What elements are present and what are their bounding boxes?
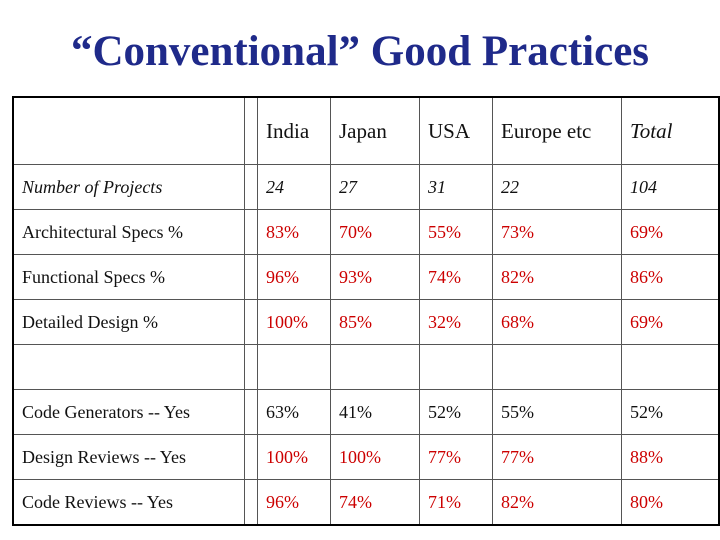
separator-cell (244, 254, 258, 300)
header-corner-cell (12, 96, 245, 165)
table-row: Design Reviews -- Yes 100% 100% 77% 77% … (12, 434, 720, 480)
cell-india: 63% (257, 389, 331, 435)
spacer-cell (12, 344, 245, 390)
cell-europe: 82% (492, 479, 622, 526)
cell-usa: 55% (419, 209, 493, 255)
cell-japan: 100% (330, 434, 420, 480)
cell-total: 104 (621, 164, 720, 210)
cell-japan: 27 (330, 164, 420, 210)
cell-europe: 82% (492, 254, 622, 300)
cell-japan: 70% (330, 209, 420, 255)
table-row: Code Reviews -- Yes 96% 74% 71% 82% 80% (12, 479, 720, 526)
table-header-row: India Japan USA Europe etc Total (12, 96, 720, 165)
cell-europe: 68% (492, 299, 622, 345)
spacer-cell (621, 344, 720, 390)
row-label: Detailed Design % (12, 299, 245, 345)
slide-title: “Conventional” Good Practices (70, 28, 650, 75)
cell-india: 100% (257, 434, 331, 480)
cell-total: 69% (621, 299, 720, 345)
cell-japan: 41% (330, 389, 420, 435)
table-row: Architectural Specs % 83% 70% 55% 73% 69… (12, 209, 720, 255)
header-usa: USA (419, 96, 493, 165)
cell-usa: 32% (419, 299, 493, 345)
cell-usa: 74% (419, 254, 493, 300)
cell-total: 52% (621, 389, 720, 435)
cell-europe: 73% (492, 209, 622, 255)
cell-india: 24 (257, 164, 331, 210)
row-label: Design Reviews -- Yes (12, 434, 245, 480)
separator-cell (244, 209, 258, 255)
spacer-cell (257, 344, 331, 390)
separator-cell (244, 434, 258, 480)
cell-total: 88% (621, 434, 720, 480)
table-row: Functional Specs % 96% 93% 74% 82% 86% (12, 254, 720, 300)
cell-japan: 74% (330, 479, 420, 526)
cell-usa: 77% (419, 434, 493, 480)
spacer-cell (492, 344, 622, 390)
cell-europe: 22 (492, 164, 622, 210)
row-label: Number of Projects (12, 164, 245, 210)
table-row: Detailed Design % 100% 85% 32% 68% 69% (12, 299, 720, 345)
row-label: Code Generators -- Yes (12, 389, 245, 435)
separator-cell (244, 479, 258, 526)
practices-table: India Japan USA Europe etc Total Number … (12, 96, 720, 526)
header-europe: Europe etc (492, 96, 622, 165)
spacer-cell (419, 344, 493, 390)
cell-india: 83% (257, 209, 331, 255)
cell-usa: 31 (419, 164, 493, 210)
separator-cell (244, 389, 258, 435)
header-total: Total (621, 96, 720, 165)
cell-india: 100% (257, 299, 331, 345)
cell-japan: 85% (330, 299, 420, 345)
separator-cell (244, 96, 258, 165)
table-spacer-row (12, 344, 720, 390)
header-japan: Japan (330, 96, 420, 165)
separator-cell (244, 344, 258, 390)
separator-cell (244, 299, 258, 345)
row-label: Code Reviews -- Yes (12, 479, 245, 526)
cell-usa: 52% (419, 389, 493, 435)
cell-europe: 55% (492, 389, 622, 435)
cell-usa: 71% (419, 479, 493, 526)
separator-cell (244, 164, 258, 210)
header-india: India (257, 96, 331, 165)
cell-india: 96% (257, 254, 331, 300)
cell-total: 80% (621, 479, 720, 526)
table-row: Code Generators -- Yes 63% 41% 52% 55% 5… (12, 389, 720, 435)
spacer-cell (330, 344, 420, 390)
cell-japan: 93% (330, 254, 420, 300)
table-row: Number of Projects 24 27 31 22 104 (12, 164, 720, 210)
row-label: Functional Specs % (12, 254, 245, 300)
cell-india: 96% (257, 479, 331, 526)
cell-total: 69% (621, 209, 720, 255)
row-label: Architectural Specs % (12, 209, 245, 255)
cell-total: 86% (621, 254, 720, 300)
cell-europe: 77% (492, 434, 622, 480)
